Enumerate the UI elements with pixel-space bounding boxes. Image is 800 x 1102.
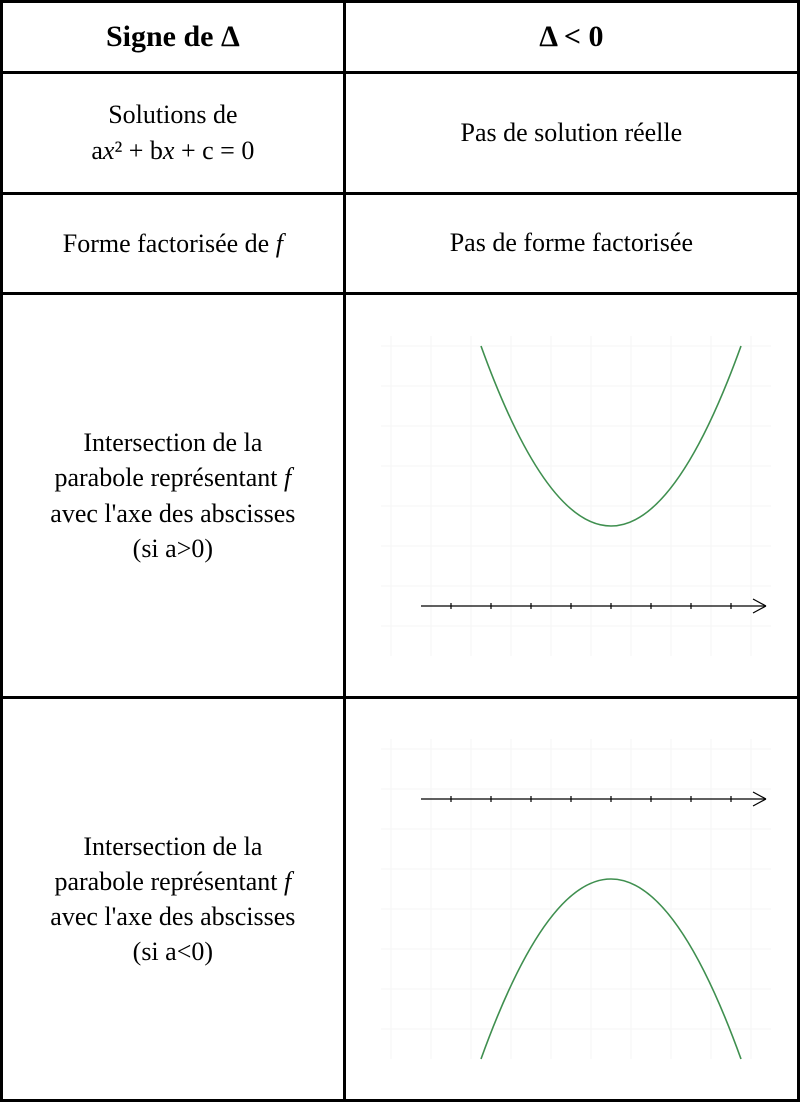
graph-pos-label: Intersection de la parabole représentant… — [2, 294, 345, 697]
discriminant-table: Signe de Δ Δ < 0 Solutions de ax² + bx +… — [0, 0, 800, 1102]
header-delta-neg: Δ < 0 — [344, 2, 798, 73]
factor-row: Forme factorisée de f Pas de forme facto… — [2, 193, 799, 294]
parabola-down-chart — [361, 729, 781, 1069]
header-row: Signe de Δ Δ < 0 — [2, 2, 799, 73]
graph-pos-row: Intersection de la parabole représentant… — [2, 294, 799, 697]
solutions-label: Solutions de ax² + bx + c = 0 — [2, 72, 345, 193]
parabola-up-chart — [361, 326, 781, 666]
solutions-row: Solutions de ax² + bx + c = 0 Pas de sol… — [2, 72, 799, 193]
solutions-value: Pas de solution réelle — [344, 72, 798, 193]
factor-value: Pas de forme factorisée — [344, 193, 798, 294]
graph-neg-label: Intersection de la parabole représentant… — [2, 697, 345, 1100]
graph-neg-cell — [344, 697, 798, 1100]
graph-neg-row: Intersection de la parabole représentant… — [2, 697, 799, 1100]
header-sign: Signe de Δ — [2, 2, 345, 73]
factor-label: Forme factorisée de f — [2, 193, 345, 294]
graph-pos-cell — [344, 294, 798, 697]
solutions-label-line1: Solutions de — [108, 100, 237, 129]
solutions-label-line2: ax² + bx + c = 0 — [91, 136, 254, 165]
